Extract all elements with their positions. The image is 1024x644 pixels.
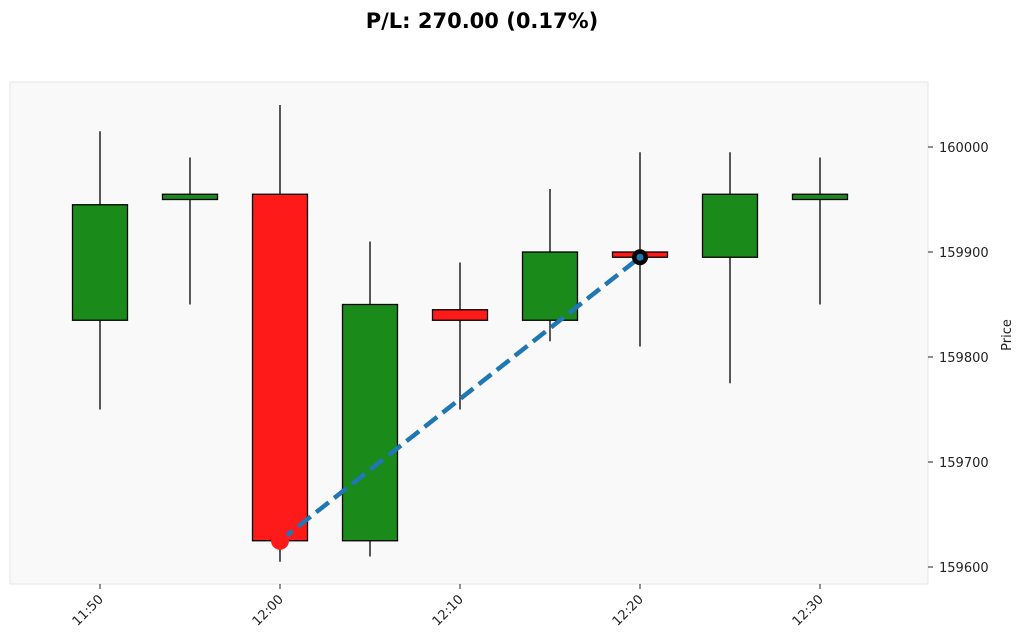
exit-marker-center <box>636 253 644 261</box>
candle <box>521 189 579 342</box>
candle <box>161 157 219 305</box>
candles-layer <box>71 105 849 562</box>
chart-title: P/L: 270.00 (0.17%) <box>366 9 599 33</box>
entry-marker <box>271 531 289 550</box>
candle <box>701 152 759 384</box>
candle-body <box>521 251 579 321</box>
y-axis: 159600 159700 159800 159900 160000 <box>928 141 989 576</box>
candle <box>251 105 309 562</box>
candle <box>341 241 399 557</box>
x-tick-label: 11:50 <box>70 592 107 629</box>
candle-body <box>341 303 399 542</box>
y-tick-label: 159600 <box>939 561 989 576</box>
candle-body <box>71 204 129 321</box>
y-axis-label: Price <box>1000 319 1015 351</box>
x-tick-label: 12:00 <box>250 592 287 629</box>
candle-body <box>251 193 309 542</box>
candle <box>791 157 849 305</box>
y-tick-label: 160000 <box>939 141 989 156</box>
x-axis: 11:50 12:00 12:10 12:20 12:30 <box>70 584 827 629</box>
candle <box>431 262 489 410</box>
x-tick-label: 12:30 <box>790 592 827 629</box>
y-tick-label: 159700 <box>939 456 989 471</box>
candle-body <box>161 193 219 201</box>
plot-area <box>9 81 929 585</box>
trade-layer <box>271 249 648 550</box>
y-tick-label: 159900 <box>939 246 989 261</box>
candle-body <box>431 309 489 321</box>
trade-line <box>278 255 642 543</box>
candle-body <box>701 193 759 258</box>
y-tick-label: 159800 <box>939 351 989 366</box>
candle <box>71 131 129 410</box>
x-tick-label: 12:10 <box>430 592 467 629</box>
candle-body <box>791 193 849 201</box>
x-tick-label: 12:20 <box>610 592 647 629</box>
